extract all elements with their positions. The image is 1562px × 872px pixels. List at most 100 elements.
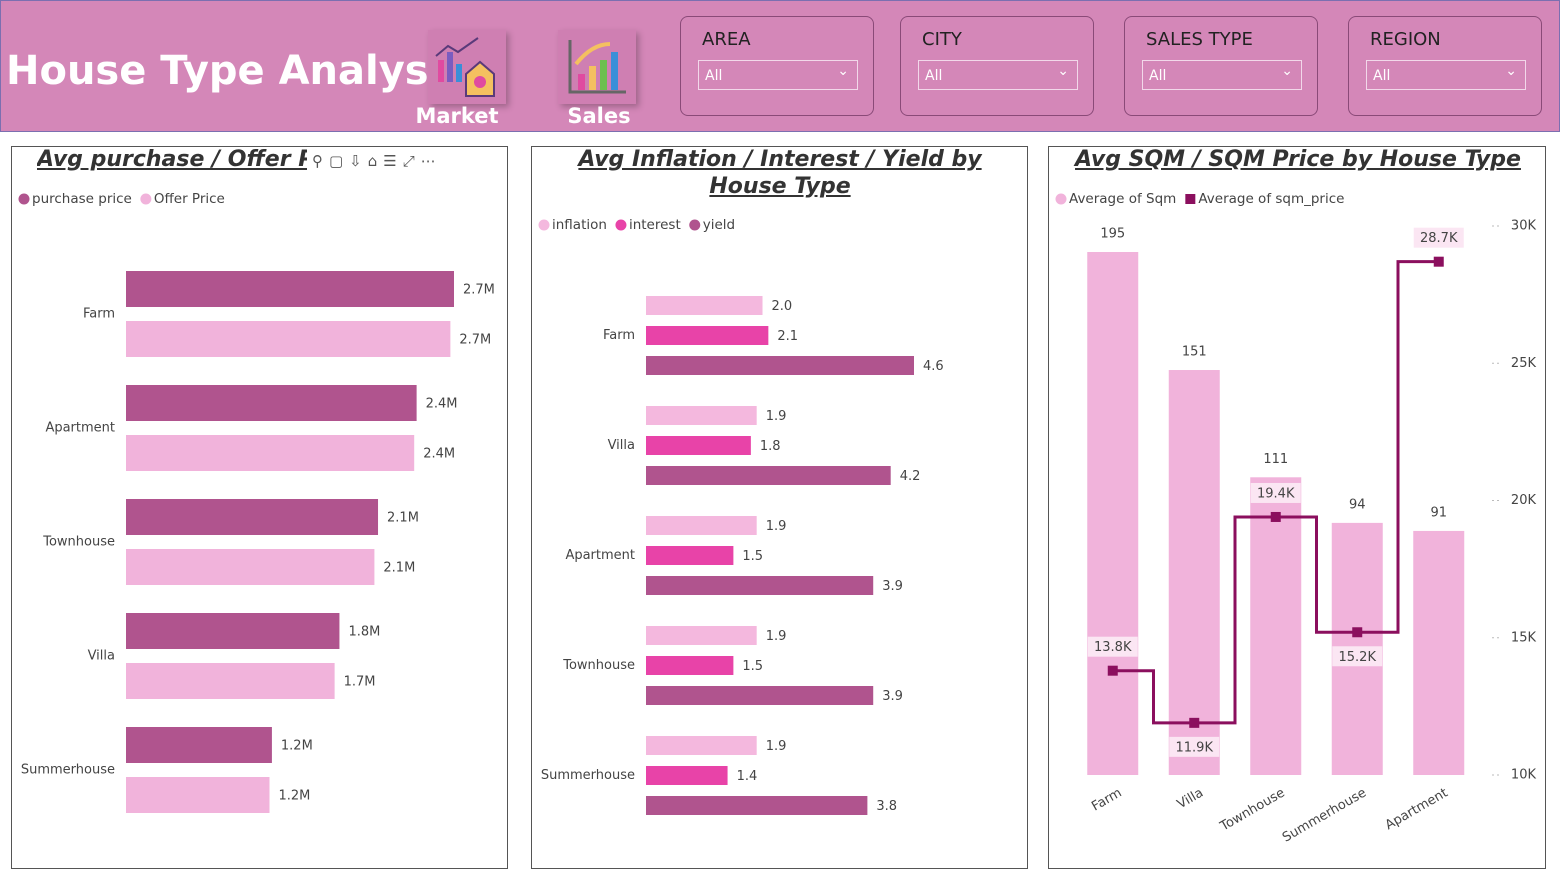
- market-label[interactable]: Market: [415, 104, 499, 128]
- data-label: 1.9: [766, 519, 787, 534]
- data-label: 3.8: [876, 799, 897, 814]
- y-tick-label: Townhouse: [562, 658, 635, 673]
- chevron[interactable]: ⌄: [1281, 63, 1293, 79]
- slicer-dropdown[interactable]: All ⌄: [698, 60, 858, 90]
- bar: [646, 326, 769, 345]
- data-label: 1.8M: [348, 625, 380, 640]
- label-bg: [1332, 646, 1383, 667]
- data-label: 2.7M: [459, 333, 491, 348]
- legend-label: purchase price: [32, 191, 132, 207]
- line-marker: [1433, 256, 1444, 267]
- chevron[interactable]: ⌄: [1057, 63, 1069, 79]
- data-label: 4.6: [923, 359, 944, 374]
- sales-label[interactable]: Sales: [567, 104, 631, 128]
- bar: [126, 613, 340, 649]
- chevron[interactable]: ⌄: [837, 63, 849, 79]
- data-label: 2.4M: [423, 447, 455, 462]
- y2-tick-label: 15K: [1511, 630, 1537, 645]
- y-tick-label: Summerhouse: [541, 768, 635, 783]
- data-label: 195: [1100, 227, 1125, 242]
- slicer[interactable]: REGION All ⌄: [1348, 16, 1542, 116]
- data-label: 3.9: [882, 579, 903, 594]
- bar: [646, 766, 728, 785]
- slicer-value[interactable]: All: [925, 68, 943, 84]
- sales-button[interactable]: [558, 30, 636, 104]
- market-button[interactable]: [428, 30, 506, 104]
- bar: [126, 663, 335, 699]
- y-tick-label: Townhouse: [42, 535, 115, 550]
- bar: [126, 777, 270, 813]
- bar: [646, 796, 868, 815]
- bar: [1087, 252, 1139, 775]
- data-label: 1.2M: [279, 789, 311, 804]
- bar: [126, 321, 451, 357]
- legend-marker: [689, 219, 701, 231]
- legend-marker: [140, 193, 152, 205]
- page-title: House Type Analysis: [6, 48, 467, 94]
- legend-marker: [1185, 194, 1196, 204]
- data-label: 2.0: [772, 299, 793, 314]
- x-tick-label: Apartment: [1383, 786, 1451, 834]
- data-label: 3.9: [882, 689, 903, 704]
- y-tick-label: Villa: [608, 438, 635, 453]
- bar: [126, 549, 375, 585]
- line-marker: [1189, 717, 1200, 728]
- chart-title: Avg Inflation / Interest / Yield by Hous…: [578, 147, 982, 199]
- x-tick-label: Farm: [1089, 786, 1124, 815]
- data-label: 11.9K: [1176, 740, 1214, 755]
- bar: [126, 385, 417, 421]
- chart-title: Avg purchase / Offer Pric: [37, 147, 307, 172]
- legend-label: Average of sqm_price: [1198, 191, 1344, 207]
- bar: [126, 727, 272, 763]
- slicer-dropdown[interactable]: All ⌄: [918, 60, 1078, 90]
- legend-label: interest: [629, 217, 681, 233]
- legend-marker: [1055, 193, 1067, 205]
- slicer-dropdown[interactable]: All ⌄: [1366, 60, 1526, 90]
- bar: [646, 546, 734, 565]
- bar: [646, 296, 763, 315]
- data-label: 1.5: [742, 659, 763, 674]
- line-marker: [1107, 665, 1118, 676]
- legend-label: yield: [703, 217, 735, 233]
- label-bg: [1169, 736, 1220, 757]
- data-label: 1.9: [766, 629, 787, 644]
- bar: [646, 686, 874, 705]
- bar: [646, 356, 914, 375]
- bar: [1250, 477, 1302, 775]
- data-label: 2.1M: [383, 561, 415, 576]
- panel: [11, 146, 508, 869]
- chevron[interactable]: ⌄: [1505, 63, 1517, 79]
- slicer-title: CITY: [922, 29, 962, 50]
- slicer-value[interactable]: All: [705, 68, 723, 84]
- slicer[interactable]: CITY All ⌄: [900, 16, 1094, 116]
- slicer[interactable]: AREA All ⌄: [680, 16, 874, 116]
- visual-toolbar[interactable]: ⚲▢⇩⌂☰⤢⋯: [312, 152, 442, 170]
- bar: [126, 499, 379, 535]
- slicer-value[interactable]: All: [1373, 68, 1391, 84]
- y-tick-label: Summerhouse: [21, 763, 115, 778]
- market-icon: [435, 37, 495, 97]
- legend-marker: [18, 193, 30, 205]
- bar: [126, 435, 415, 471]
- legend-label: Average of Sqm: [1069, 191, 1176, 207]
- data-label: 4.2: [900, 469, 921, 484]
- bar: [1168, 370, 1220, 775]
- data-label: 15.2K: [1339, 650, 1377, 665]
- slicer[interactable]: SALES TYPE All ⌄: [1124, 16, 1318, 116]
- header-bar: [0, 0, 1560, 132]
- slicer-value[interactable]: All: [1149, 68, 1167, 84]
- slicer-title: REGION: [1370, 29, 1441, 50]
- y-tick-label: Apartment: [565, 548, 635, 563]
- slicer-dropdown[interactable]: All ⌄: [1142, 60, 1302, 90]
- data-label: 1.2M: [281, 739, 313, 754]
- data-label: 2.1M: [387, 511, 419, 526]
- data-label: 19.4K: [1257, 486, 1295, 501]
- panel: [1048, 146, 1546, 869]
- bar: [646, 406, 757, 425]
- y-tick-label: Farm: [83, 307, 115, 322]
- bar: [646, 736, 757, 755]
- y-tick-label: Villa: [88, 649, 115, 664]
- label-bg: [1250, 482, 1301, 503]
- bar: [646, 656, 734, 675]
